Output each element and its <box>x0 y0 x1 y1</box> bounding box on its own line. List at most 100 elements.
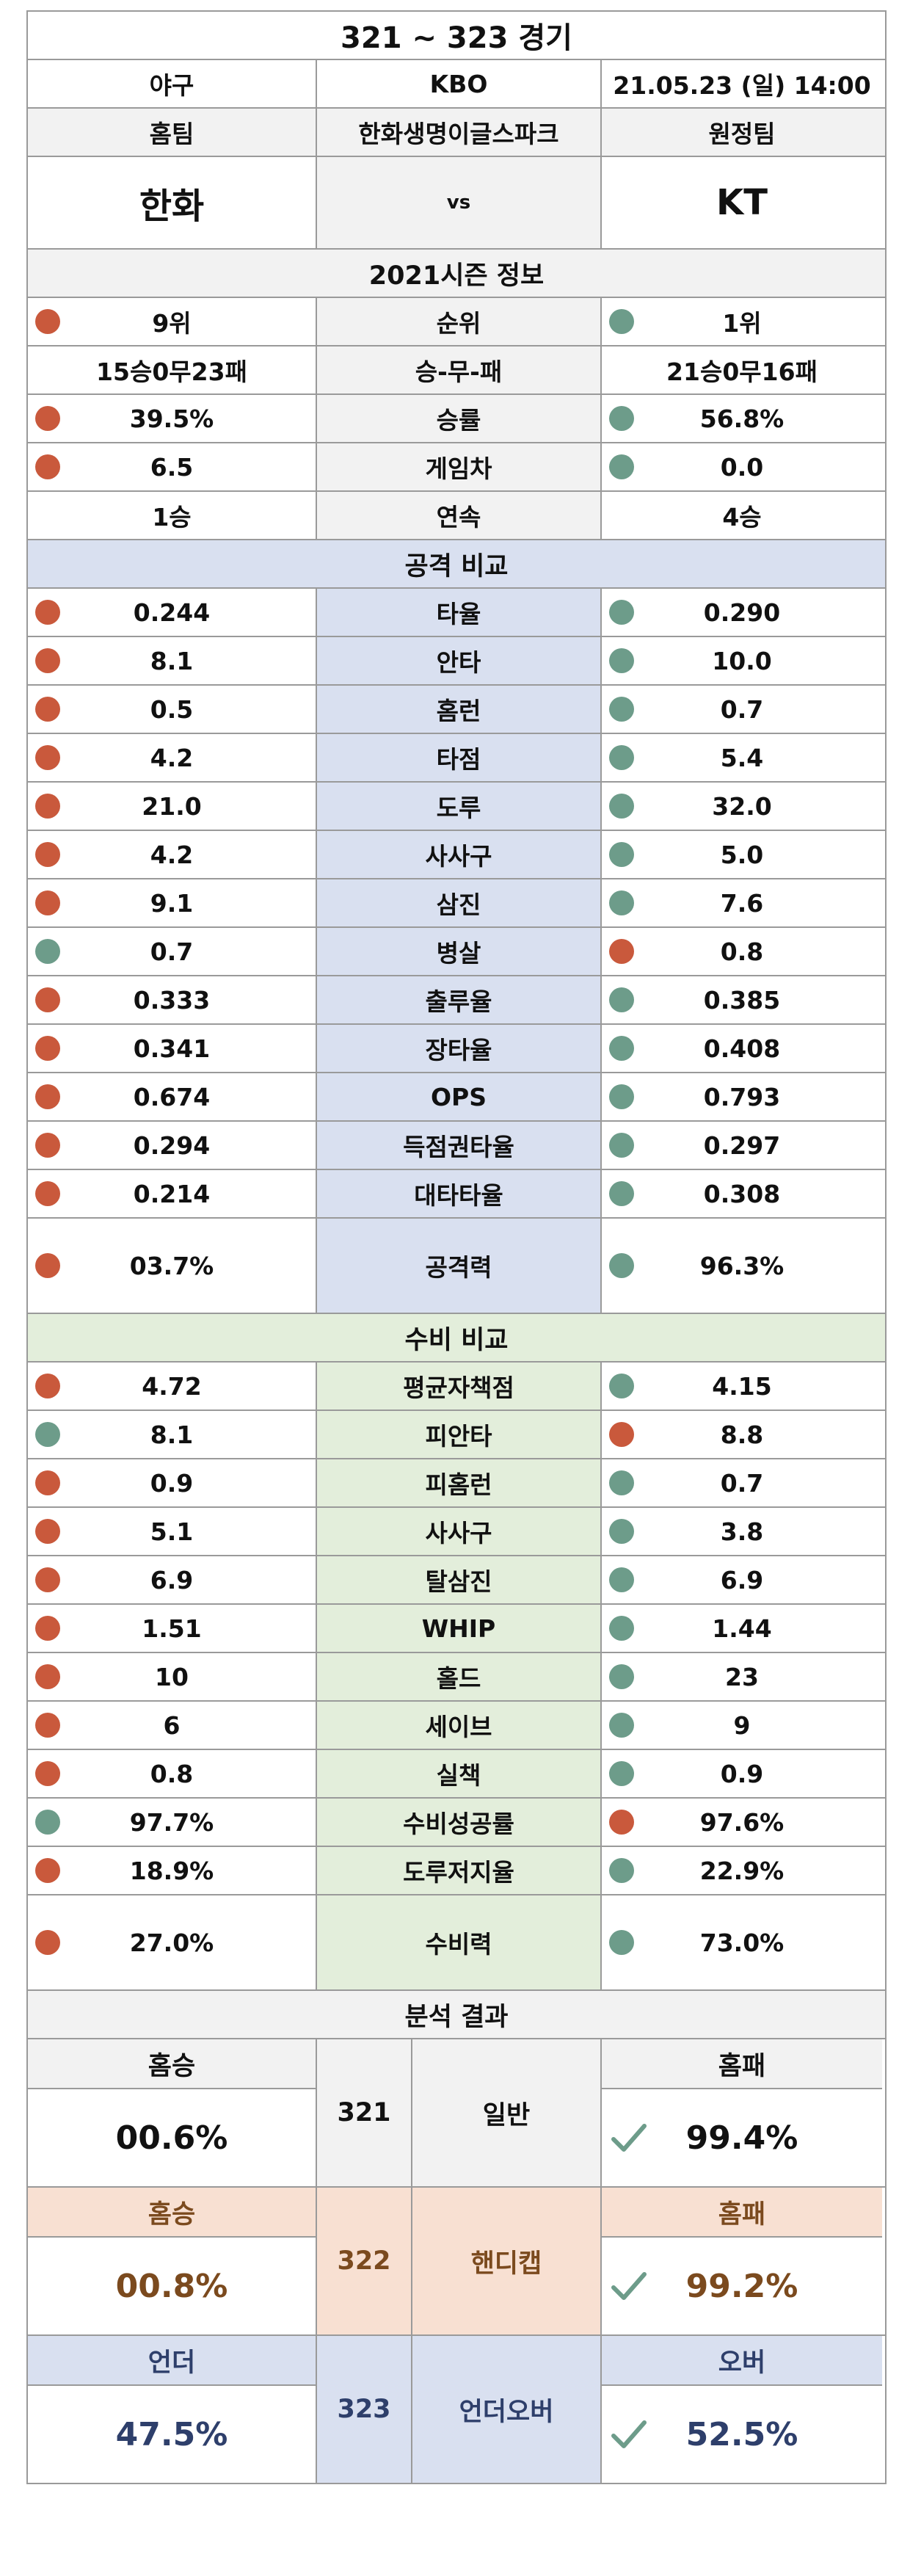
season-stat-label: 연속 <box>316 492 602 539</box>
season-stat-home-value: 9위 <box>28 298 316 345</box>
attack-stat-home-value: 4.2 <box>28 831 316 878</box>
home-value-text: 1승 <box>152 503 192 531</box>
red-circle-icon <box>35 1567 60 1592</box>
home-value-text: 4.2 <box>150 840 194 869</box>
season-stats: 9위 순위 1위 15승0무23패 승-무-패 21승0무16패 39.5% 승률 56.8% 6… <box>28 298 885 540</box>
defense-summary-away-value: 73.0% <box>602 1895 882 1989</box>
green-circle-icon <box>609 309 634 334</box>
home-value-text: 0.244 <box>133 598 211 627</box>
green-circle-icon <box>609 1616 634 1641</box>
red-circle-icon <box>35 1930 60 1955</box>
attack-stat-label: 장타율 <box>316 1025 602 1072</box>
red-circle-icon <box>35 697 60 722</box>
attack-stat-away-value: 5.0 <box>602 831 882 878</box>
away-team-label: 원정팀 <box>708 120 776 148</box>
attack-stat-label: 대타타율 <box>316 1170 602 1217</box>
home-value-text: 15승0무23패 <box>96 358 247 386</box>
left-outcome-label: 홈승 <box>28 2039 316 2089</box>
home-value-text: 0.341 <box>133 1034 211 1063</box>
red-circle-icon <box>609 1422 634 1447</box>
attack-summary-row: 03.7% 공격력 96.3% <box>28 1219 885 1314</box>
defense-stat-label: 세이브 <box>316 1702 602 1749</box>
attack-stat-away-value: 0.7 <box>602 686 882 733</box>
attack-stat-row: 0.7 병살 0.8 <box>28 928 885 976</box>
right-outcome-label: 홈패 <box>602 2188 882 2238</box>
attack-stat-label: 타율 <box>316 589 602 636</box>
defense-summary-row: 27.0% 수비력 73.0% <box>28 1895 885 1991</box>
attack-stat-row: 4.2 사사구 5.0 <box>28 831 885 879</box>
home-value-text: 10 <box>155 1662 189 1691</box>
home-value-text: 1.51 <box>142 1614 202 1643</box>
away-value-text: 6.9 <box>720 1565 764 1594</box>
away-value-text: 0.7 <box>720 694 764 724</box>
home-value-text: 0.294 <box>133 1131 211 1160</box>
red-circle-icon <box>35 1519 60 1544</box>
red-circle-icon <box>35 1036 60 1061</box>
analysis-block-323: 언더 47.5% 323 언더오버 오버 52.5% <box>28 2336 885 2484</box>
green-circle-icon <box>609 842 634 867</box>
season-stat-home-value: 1승 <box>28 492 316 539</box>
season-stat-label: 게임차 <box>316 443 602 490</box>
bet-type: 핸디캡 <box>411 2188 602 2334</box>
defense-stat-home-value: 1.51 <box>28 1605 316 1652</box>
green-circle-icon <box>609 745 634 770</box>
away-value-text: 7.6 <box>720 888 764 918</box>
red-circle-icon <box>35 1253 60 1278</box>
away-value-text: 4승 <box>722 503 762 531</box>
red-circle-icon <box>35 1761 60 1786</box>
defense-stat-label: 수비성공률 <box>316 1799 602 1846</box>
attack-stat-row: 0.214 대타타율 0.308 <box>28 1170 885 1219</box>
away-value-text: 0.7 <box>720 1468 764 1498</box>
away-value-text: 96.3% <box>699 1251 785 1280</box>
season-section-title: 2021시즌 정보 <box>368 261 545 291</box>
green-circle-icon <box>609 1519 634 1544</box>
attack-summary-home-value: 03.7% <box>28 1219 316 1313</box>
season-stat-away-value: 4승 <box>602 492 882 539</box>
stadium-label: 한화생명이글스파크 <box>316 109 602 156</box>
green-circle-icon <box>609 1374 634 1398</box>
attack-stat-home-value: 8.1 <box>28 637 316 684</box>
green-circle-icon <box>609 406 634 431</box>
attack-summary-away-value: 96.3% <box>602 1219 882 1313</box>
right-outcome: 오버 52.5% <box>602 2336 882 2483</box>
left-outcome: 홈승 00.6% <box>28 2039 316 2186</box>
league-label: KBO <box>316 60 602 107</box>
team-labels-row: 홈팀 한화생명이글스파크 원정팀 <box>28 109 885 157</box>
season-stat-row: 15승0무23패 승-무-패 21승0무16패 <box>28 347 885 395</box>
green-circle-icon <box>35 939 60 964</box>
away-value-text: 0.793 <box>703 1082 781 1111</box>
home-value-text: 18.9% <box>129 1856 214 1885</box>
attack-stat-label: 안타 <box>316 637 602 684</box>
red-circle-icon <box>35 1374 60 1398</box>
attack-stat-home-value: 0.341 <box>28 1025 316 1072</box>
home-value-text: 21.0 <box>142 791 202 821</box>
bet-type: 일반 <box>411 2039 602 2186</box>
home-value-text: 6.9 <box>150 1565 194 1594</box>
red-circle-icon <box>35 648 60 673</box>
season-stat-row: 6.5 게임차 0.0 <box>28 443 885 492</box>
green-circle-icon <box>609 1930 634 1955</box>
green-circle-icon <box>609 697 634 722</box>
red-circle-icon <box>35 1181 60 1206</box>
check-icon <box>611 2270 647 2302</box>
away-value-text: 0.9 <box>720 1759 764 1788</box>
home-value-text: 0.333 <box>133 985 211 1015</box>
attack-stat-away-value: 7.6 <box>602 879 882 926</box>
home-value-text: 03.7% <box>129 1251 214 1280</box>
left-outcome: 홈승 00.8% <box>28 2188 316 2334</box>
season-stat-away-value: 21승0무16패 <box>602 347 882 393</box>
left-outcome: 언더 47.5% <box>28 2336 316 2483</box>
right-outcome: 홈패 99.4% <box>602 2039 882 2186</box>
home-team-label: 홈팀 <box>149 120 194 148</box>
attack-stat-label: 타점 <box>316 734 602 781</box>
defense-stat-home-value: 6 <box>28 1702 316 1749</box>
away-value-text: 8.8 <box>720 1420 764 1449</box>
away-value-text: 21승0무16패 <box>666 358 818 386</box>
home-value-text: 97.7% <box>129 1807 214 1837</box>
defense-stat-label: 평균자책점 <box>316 1363 602 1409</box>
defense-stat-away-value: 9 <box>602 1702 882 1749</box>
attack-stat-home-value: 9.1 <box>28 879 316 926</box>
away-value-text: 73.0% <box>699 1928 785 1957</box>
away-value-text: 10.0 <box>712 646 772 675</box>
defense-summary-label: 수비력 <box>316 1895 602 1989</box>
